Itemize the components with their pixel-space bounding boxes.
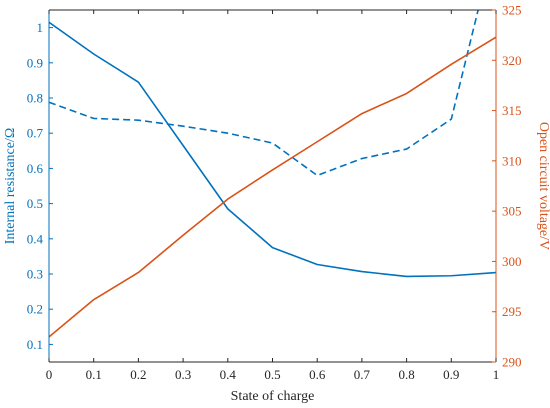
y-left-tick-label: 0.5 xyxy=(27,196,43,211)
y-left-tick-label: 0.6 xyxy=(27,161,44,176)
y-right-tick-label: 305 xyxy=(502,204,522,219)
x-tick-label: 1 xyxy=(493,367,500,382)
x-tick-label: 0.8 xyxy=(398,367,414,382)
y-left-tick-label: 0.4 xyxy=(27,231,44,246)
series-line-2 xyxy=(49,10,479,177)
y-right-tick-label: 310 xyxy=(502,153,522,168)
x-tick-label: 0.7 xyxy=(354,367,371,382)
x-tick-label: 0.9 xyxy=(443,367,459,382)
y-left-tick-label: 0.7 xyxy=(27,126,44,141)
y-right-tick-label: 320 xyxy=(502,53,522,68)
x-axis-title: State of charge xyxy=(231,389,315,404)
x-tick-label: 0.1 xyxy=(86,367,102,382)
y-right-axis-title: Open circuit voltage/V xyxy=(536,122,550,250)
y-left-tick-label: 0.1 xyxy=(27,337,43,352)
y-left-tick-label: 0.8 xyxy=(27,91,43,106)
y-right-tick-label: 295 xyxy=(502,304,522,319)
x-tick-label: 0.6 xyxy=(309,367,326,382)
y-right-tick-label: 290 xyxy=(502,355,522,370)
y-left-tick-label: 0.9 xyxy=(27,55,43,70)
series-line-3 xyxy=(49,36,496,338)
x-tick-label: 0.4 xyxy=(220,367,237,382)
y-left-tick-label: 0.3 xyxy=(27,267,43,282)
y-left-tick-label: 0.2 xyxy=(27,302,43,317)
x-tick-label: 0.2 xyxy=(130,367,146,382)
x-tick-label: 0.3 xyxy=(175,367,191,382)
x-tick-label: 0 xyxy=(46,367,53,382)
y-left-axis-title: Internal resistance/Ω xyxy=(3,128,18,245)
y-right-tick-label: 315 xyxy=(502,103,522,118)
series-line-1 xyxy=(49,21,496,278)
y-right-tick-label: 325 xyxy=(502,3,522,18)
y-left-tick-label: 1 xyxy=(37,20,44,35)
y-right-tick-label: 300 xyxy=(502,254,522,269)
x-tick-label: 0.5 xyxy=(264,367,280,382)
